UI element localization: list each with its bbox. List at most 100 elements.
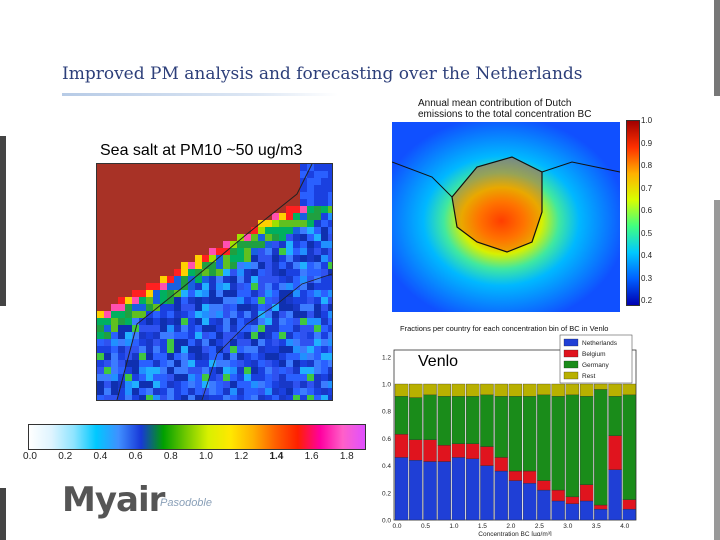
seasalt-cell (139, 283, 146, 290)
y-tick-label: 0.0 (382, 518, 391, 525)
seasalt-cell (174, 318, 181, 325)
seasalt-cell (111, 241, 118, 248)
seasalt-cell (181, 346, 188, 353)
seasalt-cell (251, 339, 258, 346)
seasalt-cell (174, 339, 181, 346)
seasalt-cell (209, 346, 216, 353)
seasalt-cell (153, 255, 160, 262)
seasalt-cell (146, 171, 153, 178)
seasalt-cell (97, 234, 104, 241)
annual-colorbar (626, 120, 640, 306)
seasalt-cell (118, 248, 125, 255)
seasalt-cell (307, 290, 314, 297)
seasalt-cell (104, 234, 111, 241)
seasalt-cell (174, 346, 181, 353)
seasalt-cell (153, 367, 160, 374)
seasalt-cell (132, 192, 139, 199)
seasalt-cell (300, 297, 307, 304)
seasalt-cell (181, 178, 188, 185)
seasalt-cell (97, 185, 104, 192)
seasalt-cell (251, 318, 258, 325)
seasalt-cell (328, 360, 332, 367)
seasalt-cell (139, 227, 146, 234)
seasalt-coastline (116, 164, 313, 400)
title-underline (62, 93, 338, 96)
seasalt-cell (181, 325, 188, 332)
bar-segment-belgium (494, 457, 508, 472)
seasalt-cell (307, 220, 314, 227)
bar-segment-germany (394, 396, 409, 435)
seasalt-cell (223, 283, 230, 290)
seasalt-cell (265, 381, 272, 388)
seasalt-cell (258, 367, 265, 374)
bar-segment-rest (508, 383, 523, 397)
seasalt-cell (328, 304, 332, 311)
seasalt-cell (223, 388, 230, 395)
seasalt-cell (279, 332, 286, 339)
seasalt-cell (153, 346, 160, 353)
seasalt-cell (265, 388, 272, 395)
seasalt-cell (188, 206, 195, 213)
seasalt-cell (167, 325, 174, 332)
seasalt-cell (125, 381, 132, 388)
seasalt-cell (118, 339, 125, 346)
seasalt-cell (223, 178, 230, 185)
seasalt-cell (125, 248, 132, 255)
seasalt-cell (251, 248, 258, 255)
seasalt-cell (279, 283, 286, 290)
seasalt-cell (258, 290, 265, 297)
seasalt-cell (153, 395, 160, 400)
seasalt-cell (139, 262, 146, 269)
annual-heatmap (392, 122, 620, 312)
seasalt-cell (139, 346, 146, 353)
seasalt-cell (293, 255, 300, 262)
seasalt-cell (167, 171, 174, 178)
seasalt-cell (307, 227, 314, 234)
seasalt-cell (118, 178, 125, 185)
seasalt-cell (251, 255, 258, 262)
seasalt-cell (230, 234, 237, 241)
seasalt-cell (202, 304, 209, 311)
seasalt-cell (251, 269, 258, 276)
bar-segment-belgium (409, 439, 423, 461)
seasalt-cell (188, 290, 195, 297)
seasalt-cell (160, 297, 167, 304)
seasalt-cell (209, 297, 216, 304)
seasalt-cell (153, 220, 160, 227)
seasalt-cell (216, 311, 223, 318)
seasalt-cell (111, 213, 118, 220)
seasalt-cell (223, 213, 230, 220)
seasalt-cell (188, 262, 195, 269)
seasalt-cell (314, 192, 321, 199)
seasalt-cell (265, 304, 272, 311)
seasalt-cell (258, 171, 265, 178)
seasalt-cell (307, 185, 314, 192)
seasalt-cell (300, 353, 307, 360)
seasalt-cell (314, 311, 321, 318)
seasalt-cell (202, 374, 209, 381)
seasalt-cell (181, 220, 188, 227)
seasalt-cell (174, 304, 181, 311)
seasalt-cell (300, 192, 307, 199)
seasalt-cell (195, 339, 202, 346)
seasalt-cell (153, 318, 160, 325)
bar-segment-germany (409, 397, 423, 440)
seasalt-cell (153, 178, 160, 185)
seasalt-cell (293, 241, 300, 248)
seasalt-cell (307, 318, 314, 325)
seasalt-colorbar-tick: 0.0 (23, 451, 37, 462)
seasalt-cell (97, 199, 104, 206)
seasalt-cell (181, 234, 188, 241)
seasalt-cell (223, 227, 230, 234)
seasalt-cell (237, 353, 244, 360)
seasalt-cell (293, 227, 300, 234)
seasalt-cell (97, 339, 104, 346)
seasalt-cell (300, 255, 307, 262)
seasalt-cell (279, 164, 286, 171)
seasalt-cell (111, 171, 118, 178)
seasalt-cell (167, 318, 174, 325)
annual-colorbar-tick: 0.6 (641, 206, 653, 215)
seasalt-cell (104, 346, 111, 353)
seasalt-cell (160, 164, 167, 171)
seasalt-cell (111, 199, 118, 206)
